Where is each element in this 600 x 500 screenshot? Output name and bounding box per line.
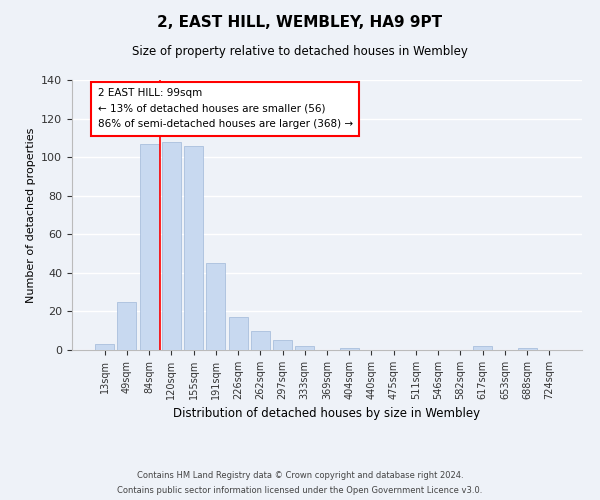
Text: Contains HM Land Registry data © Crown copyright and database right 2024.: Contains HM Land Registry data © Crown c… xyxy=(137,471,463,480)
Bar xyxy=(140,144,158,350)
Y-axis label: Number of detached properties: Number of detached properties xyxy=(26,128,35,302)
Bar xyxy=(95,344,114,350)
Bar xyxy=(118,302,136,350)
Bar xyxy=(295,346,314,350)
Bar xyxy=(162,142,181,350)
Text: 2 EAST HILL: 99sqm
← 13% of detached houses are smaller (56)
86% of semi-detache: 2 EAST HILL: 99sqm ← 13% of detached hou… xyxy=(97,88,353,130)
Text: Size of property relative to detached houses in Wembley: Size of property relative to detached ho… xyxy=(132,45,468,58)
Text: 2, EAST HILL, WEMBLEY, HA9 9PT: 2, EAST HILL, WEMBLEY, HA9 9PT xyxy=(157,15,443,30)
Bar xyxy=(184,146,203,350)
Bar xyxy=(229,317,248,350)
Text: Contains public sector information licensed under the Open Government Licence v3: Contains public sector information licen… xyxy=(118,486,482,495)
Bar xyxy=(340,348,359,350)
Bar xyxy=(518,348,536,350)
Bar xyxy=(273,340,292,350)
Bar xyxy=(473,346,492,350)
Bar xyxy=(251,330,270,350)
Bar xyxy=(206,263,225,350)
X-axis label: Distribution of detached houses by size in Wembley: Distribution of detached houses by size … xyxy=(173,408,481,420)
